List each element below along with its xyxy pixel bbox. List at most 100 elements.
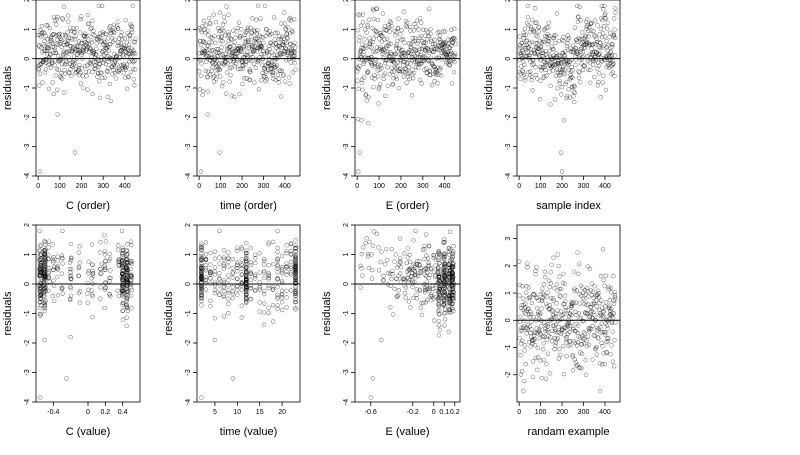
data-point xyxy=(545,41,550,47)
data-point xyxy=(235,292,240,297)
data-point xyxy=(60,17,66,22)
y-tick-label: 1 xyxy=(185,252,192,256)
data-point xyxy=(546,20,551,26)
data-point xyxy=(393,74,398,80)
data-point xyxy=(364,98,369,103)
data-point xyxy=(204,48,209,53)
data-point xyxy=(436,298,442,303)
data-point xyxy=(38,270,43,275)
data-point xyxy=(417,262,422,268)
data-point xyxy=(293,293,298,298)
data-point xyxy=(605,339,611,344)
data-point xyxy=(58,75,64,80)
data-point xyxy=(575,250,580,255)
data-point xyxy=(391,312,396,317)
data-point xyxy=(535,345,540,351)
data-point xyxy=(108,275,113,281)
data-point xyxy=(128,69,134,75)
data-points xyxy=(358,228,456,400)
data-point xyxy=(203,252,209,257)
data-point xyxy=(283,27,289,32)
data-point xyxy=(120,252,125,257)
data-point xyxy=(230,376,236,381)
data-point xyxy=(64,49,69,55)
data-point xyxy=(437,252,442,257)
data-point xyxy=(534,367,540,373)
data-point xyxy=(365,70,371,75)
plot-frame xyxy=(35,0,141,177)
data-point xyxy=(233,35,238,40)
data-point xyxy=(275,30,280,35)
data-point xyxy=(279,68,284,74)
data-point xyxy=(441,254,446,260)
data-point xyxy=(90,314,95,320)
data-point xyxy=(257,309,262,314)
data-point xyxy=(199,243,204,248)
data-point xyxy=(71,26,76,31)
data-point xyxy=(602,283,607,288)
data-point xyxy=(85,12,91,18)
data-point xyxy=(284,40,289,45)
data-point xyxy=(418,269,423,274)
data-point xyxy=(230,270,236,275)
data-point xyxy=(266,277,271,282)
data-point xyxy=(594,344,599,350)
data-point xyxy=(226,30,231,35)
data-point xyxy=(425,30,431,35)
data-point xyxy=(226,273,231,278)
data-point xyxy=(84,34,89,39)
data-point xyxy=(594,36,599,41)
data-point xyxy=(63,34,69,39)
data-point xyxy=(98,240,103,245)
data-point xyxy=(55,87,60,92)
data-point xyxy=(358,23,364,28)
data-point xyxy=(569,57,574,63)
data-point xyxy=(275,72,281,77)
data-point xyxy=(232,94,237,99)
data-point xyxy=(239,49,244,54)
data-point xyxy=(270,287,276,292)
data-point xyxy=(51,267,56,273)
data-point xyxy=(531,29,537,35)
data-point xyxy=(244,284,249,289)
data-point xyxy=(79,14,84,19)
data-point xyxy=(374,33,379,38)
data-point xyxy=(229,93,234,98)
data-point xyxy=(100,32,106,37)
data-point xyxy=(120,308,126,313)
data-point xyxy=(100,75,105,81)
data-point xyxy=(208,270,213,276)
data-point xyxy=(542,74,547,79)
data-point xyxy=(376,245,381,250)
data-point xyxy=(598,325,603,330)
data-point xyxy=(554,51,559,56)
data-point xyxy=(562,281,568,287)
data-point xyxy=(119,282,125,288)
y-tick-label: -4 xyxy=(343,399,350,405)
data-point xyxy=(123,75,128,80)
data-point xyxy=(55,42,61,47)
data-point xyxy=(561,34,566,40)
data-point xyxy=(203,262,209,268)
data-point xyxy=(212,265,218,270)
data-point xyxy=(552,346,557,352)
data-point xyxy=(65,39,71,44)
data-point xyxy=(522,62,527,67)
data-point xyxy=(389,23,394,29)
data-point xyxy=(422,267,427,273)
data-point xyxy=(446,309,452,314)
data-point xyxy=(432,318,437,323)
data-point xyxy=(90,69,95,75)
data-point xyxy=(588,310,593,315)
data-point xyxy=(433,274,438,279)
data-point xyxy=(240,81,245,87)
data-point xyxy=(590,289,596,294)
y-tick-label: -3 xyxy=(185,143,192,149)
data-point xyxy=(197,87,203,92)
data-point xyxy=(423,232,429,237)
data-point xyxy=(275,303,280,308)
data-point xyxy=(451,249,456,254)
data-point xyxy=(556,263,561,269)
data-point xyxy=(525,261,530,266)
